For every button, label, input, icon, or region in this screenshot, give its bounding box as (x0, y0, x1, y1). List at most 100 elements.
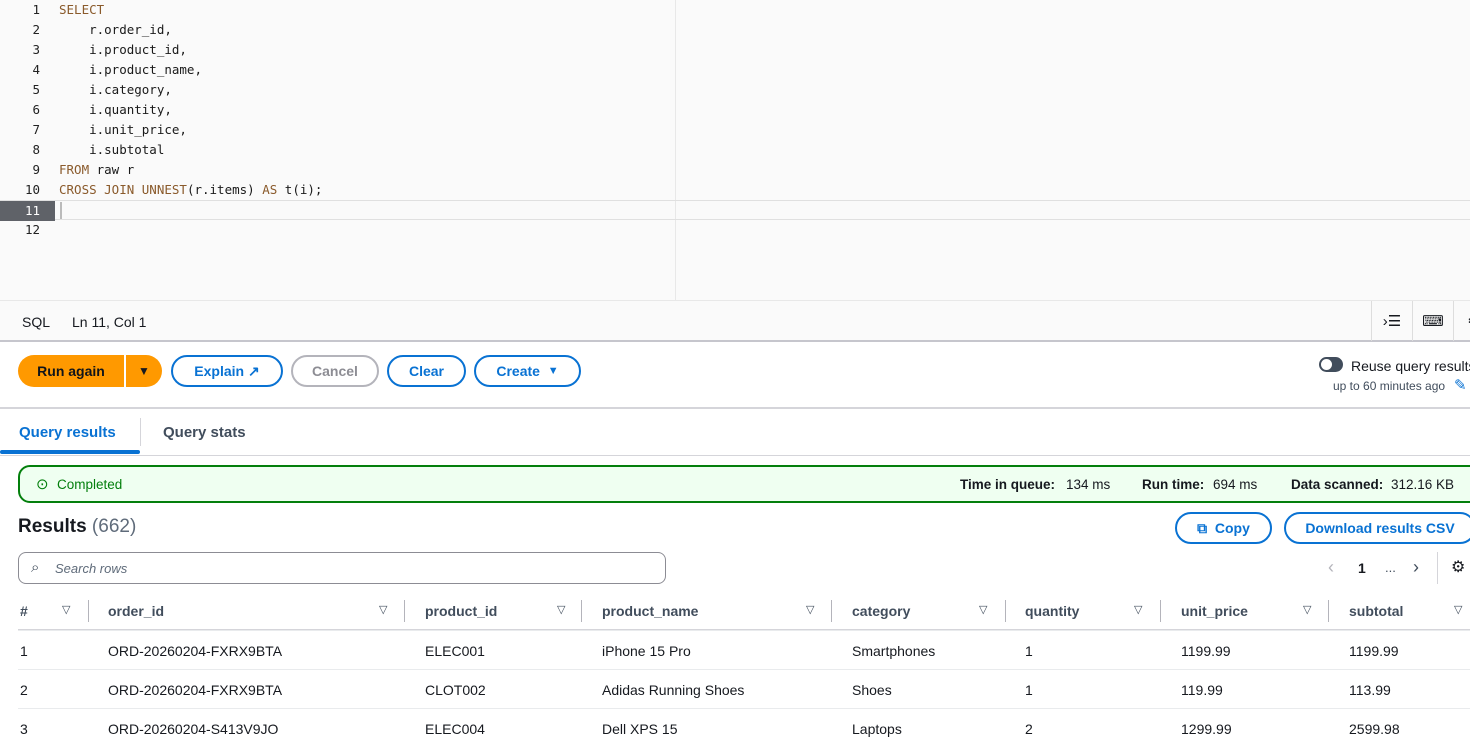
table-preferences-icon[interactable]: ⚙ (1451, 559, 1466, 576)
code-line[interactable]: 6 i.quantity, (0, 100, 1470, 120)
run-again-split-button[interactable]: Run again ▼ (18, 355, 162, 387)
reuse-results-toggle[interactable] (1319, 357, 1343, 372)
cell-category: Shoes (852, 682, 892, 698)
column-resizer[interactable] (1160, 600, 1161, 622)
run-again-button[interactable]: Run again (37, 363, 105, 379)
search-icon: ⌕ (31, 559, 40, 576)
sort-filter-icon[interactable]: ▽ (62, 604, 71, 616)
run-time-label: Run time: (1142, 477, 1205, 492)
create-button[interactable]: Create ▼ (474, 355, 581, 387)
copy-button[interactable]: ⧉ Copy (1175, 512, 1272, 544)
column-header-category[interactable]: category (852, 603, 911, 619)
explain-button[interactable]: Explain ↗ (171, 355, 283, 387)
code-line[interactable]: 1 SELECT (0, 0, 1470, 20)
code-text: i.unit_price, (59, 120, 187, 140)
cancel-button[interactable]: Cancel (291, 355, 379, 387)
sql-token: i.product_id, (59, 42, 187, 57)
code-line[interactable]: 4 i.product_name, (0, 60, 1470, 80)
table-row[interactable]: 2 ORD-20260204-FXRX9BTA CLOT002 Adidas Runn… (18, 669, 1470, 709)
format-query-icon[interactable]: ›☰ (1371, 301, 1412, 341)
column-header-unit-price[interactable]: unit_price (1181, 603, 1248, 619)
code-text: i.quantity, (59, 100, 172, 120)
cell-product-id: CLOT002 (425, 682, 486, 698)
print-margin (675, 0, 676, 300)
line-number: 2 (32, 22, 40, 37)
sql-editor[interactable]: 1 SELECT 2 r.order_id, 3 i.product_id, 4 i.p… (0, 0, 1470, 300)
sort-filter-icon[interactable]: ▽ (806, 604, 815, 616)
keyboard-shortcuts-icon[interactable]: ⌨ (1412, 301, 1453, 341)
search-rows-input[interactable]: ⌕ Search rows (18, 552, 666, 584)
results-heading: Results (662) (18, 516, 136, 538)
line-number: 5 (32, 82, 40, 97)
settings-icon[interactable]: ⚙ (1453, 301, 1470, 341)
data-scanned-value: 312.16 KB (1391, 477, 1455, 492)
sql-keyword: FROM (59, 162, 90, 177)
sort-filter-icon[interactable]: ▽ (1134, 604, 1143, 616)
column-header-quantity[interactable]: quantity (1025, 603, 1080, 619)
sql-token: r.order_id, (59, 22, 172, 37)
column-resizer[interactable] (831, 600, 832, 622)
run-dropdown-icon[interactable]: ▼ (124, 355, 162, 387)
page-1-button[interactable]: 1 (1358, 560, 1366, 576)
column-resizer[interactable] (404, 600, 405, 622)
sort-filter-icon[interactable]: ▽ (379, 604, 388, 616)
tab-query-stats[interactable]: Query stats (163, 424, 246, 441)
explain-label: Explain (194, 363, 245, 379)
column-header-product-name[interactable]: product_name (602, 603, 699, 619)
download-csv-button[interactable]: Download results CSV (1284, 512, 1470, 544)
table-row[interactable]: 1 ORD-20260204-FXRX9BTA ELEC001 iPhone 15 P… (18, 630, 1470, 670)
code-line[interactable]: 10 CROSS JOIN UNNEST(r.items) AS t(i); (0, 180, 1470, 200)
sql-keyword: AS (262, 182, 278, 197)
tab-query-results[interactable]: Query results (19, 424, 116, 441)
cursor-position: Ln 11, Col 1 (72, 314, 147, 330)
copy-label: Copy (1214, 520, 1250, 536)
sql-token: i.quantity, (59, 102, 172, 117)
prev-page-icon[interactable]: ‹ (1328, 557, 1334, 577)
cell-order-id: ORD-20260204-S413V9JO (108, 721, 279, 737)
sort-filter-icon[interactable]: ▽ (557, 604, 566, 616)
column-resizer[interactable] (1005, 600, 1006, 622)
table-row[interactable]: 3 ORD-20260204-S413V9JO ELEC004 Dell XPS 15… (18, 708, 1470, 748)
cell-quantity: 2 (1025, 721, 1033, 737)
cell-index: 2 (20, 682, 28, 698)
code-line[interactable]: 2 r.order_id, (0, 20, 1470, 40)
pagination-ellipsis: ... (1385, 560, 1396, 575)
line-number: 12 (24, 222, 40, 237)
cell-subtotal: 1199.99 (1349, 643, 1399, 659)
cell-product-id: ELEC001 (425, 643, 485, 659)
sql-token: i.subtotal (59, 142, 165, 157)
cell-product-id: ELEC004 (425, 721, 485, 737)
cell-category: Smartphones (852, 643, 936, 659)
code-line[interactable]: 9 FROM raw r (0, 160, 1470, 180)
column-resizer[interactable] (581, 600, 582, 622)
status-label: Completed (57, 477, 123, 492)
create-label: Create (496, 363, 540, 379)
code-text: r.order_id, (59, 20, 172, 40)
sort-filter-icon[interactable]: ▽ (1454, 604, 1463, 616)
code-text: i.subtotal (59, 140, 164, 160)
code-line[interactable]: 11 (0, 200, 1470, 221)
sort-filter-icon[interactable]: ▽ (979, 604, 988, 616)
column-header-index[interactable]: # (20, 603, 28, 619)
column-header-product-id[interactable]: product_id (425, 603, 498, 619)
column-header-subtotal[interactable]: subtotal (1349, 603, 1404, 619)
code-line[interactable]: 3 i.product_id, (0, 40, 1470, 60)
divider (0, 455, 1470, 456)
edit-pencil-icon[interactable]: ✎ (1454, 377, 1467, 394)
sort-filter-icon[interactable]: ▽ (1303, 604, 1312, 616)
data-scanned-label: Data scanned: (1291, 477, 1384, 492)
results-title: Results (18, 516, 87, 537)
code-line[interactable]: 7 i.unit_price, (0, 120, 1470, 140)
next-page-icon[interactable]: › (1413, 557, 1419, 577)
code-line[interactable]: 5 i.category, (0, 80, 1470, 100)
column-header-order-id[interactable]: order_id (108, 603, 165, 619)
results-count: (662) (91, 516, 137, 537)
code-line[interactable]: 8 i.subtotal (0, 140, 1470, 160)
column-resizer[interactable] (1328, 600, 1329, 622)
code-line[interactable]: 12 (0, 220, 1470, 240)
cell-product-name: Dell XPS 15 (602, 721, 678, 737)
success-check-icon: ⊙ (36, 476, 49, 493)
column-resizer[interactable] (88, 600, 89, 622)
clear-button[interactable]: Clear (387, 355, 466, 387)
cell-subtotal: 2599.98 (1349, 721, 1400, 737)
